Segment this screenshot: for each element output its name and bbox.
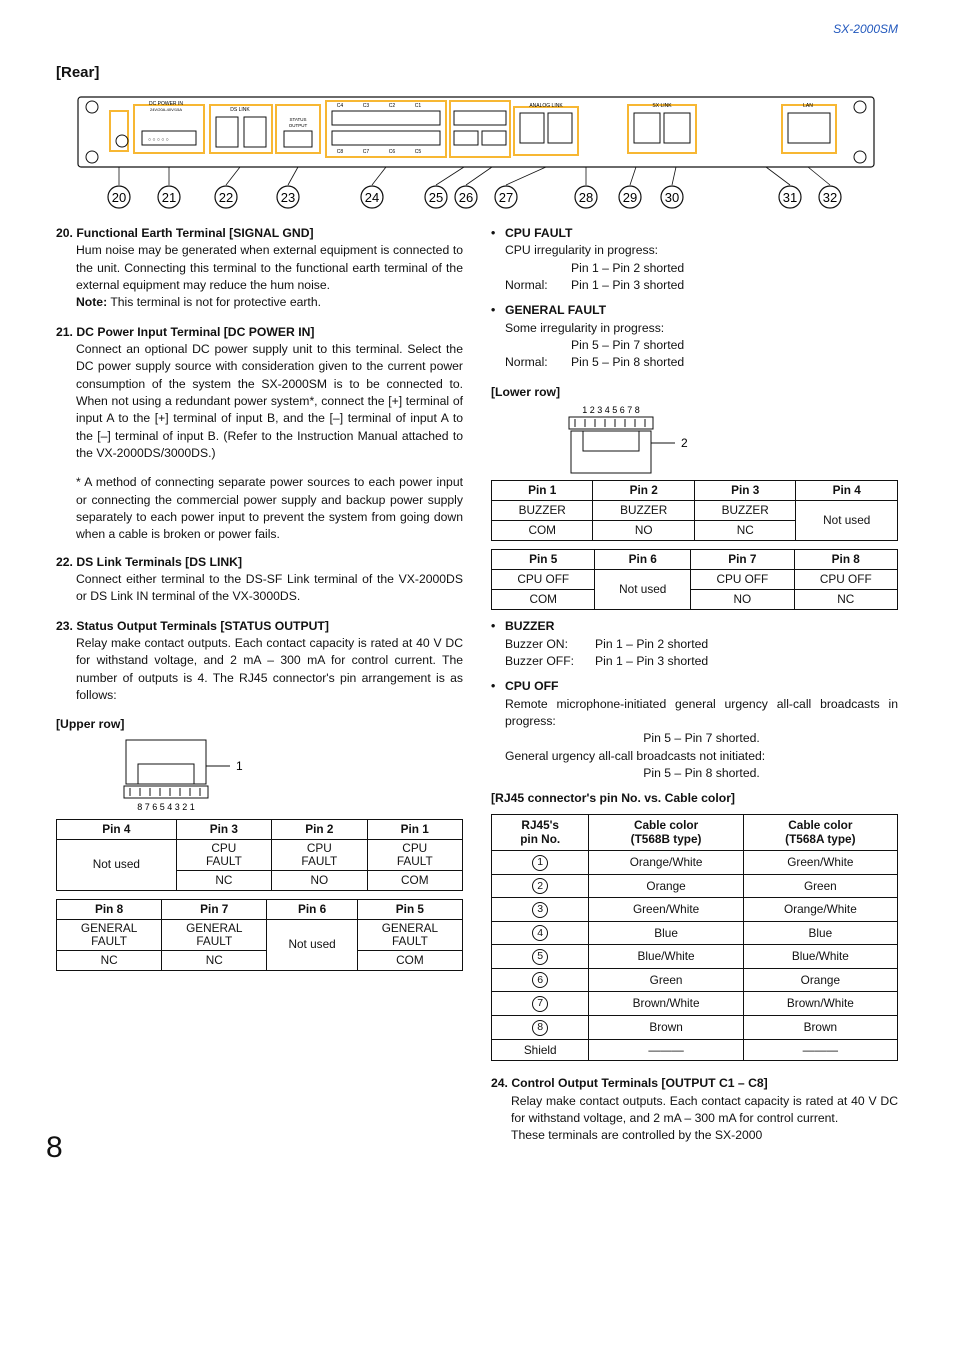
- buzzer-block: • BUZZER Buzzer ON:Pin 1 – Pin 2 shorted…: [491, 618, 898, 670]
- item-23-head: 23. Status Output Terminals [STATUS OUTP…: [56, 618, 463, 635]
- svg-text:LAN: LAN: [803, 103, 813, 109]
- upper-table-1: Pin 4Pin 3Pin 2Pin 1 Not used CPUFAULT C…: [56, 819, 463, 891]
- right-column: • CPU FAULT CPU irregularity in progress…: [491, 225, 898, 1157]
- item-22-body: Connect either terminal to the DS-SF Lin…: [76, 571, 463, 606]
- item-22: 22. DS Link Terminals [DS LINK] Connect …: [56, 554, 463, 606]
- lower-row-label: [Lower row]: [491, 384, 898, 401]
- left-column: 20. Functional Earth Terminal [SIGNAL GN…: [56, 225, 463, 1157]
- svg-text:26: 26: [459, 190, 473, 205]
- lower-table-2: Pin 5Pin 6Pin 7Pin 8 CPU OFFNot usedCPU …: [491, 549, 898, 610]
- cpu-fault-block: • CPU FAULT CPU irregularity in progress…: [491, 225, 898, 294]
- svg-text:C1: C1: [415, 103, 422, 109]
- item-24-head: 24. Control Output Terminals [OUTPUT C1 …: [491, 1075, 898, 1092]
- general-fault-title: GENERAL FAULT: [505, 303, 606, 317]
- upper-diag-num: 1: [236, 759, 243, 773]
- svg-text:C3: C3: [363, 103, 370, 109]
- svg-text:C4: C4: [337, 103, 344, 109]
- svg-text:2: 2: [681, 436, 688, 450]
- svg-text:○ ○ ○ ○ ○: ○ ○ ○ ○ ○: [148, 137, 169, 143]
- svg-text:ANALOG LINK: ANALOG LINK: [529, 103, 563, 109]
- item-23: 23. Status Output Terminals [STATUS OUTP…: [56, 618, 463, 705]
- cpu-off-block: • CPU OFF Remote microphone-initiated ge…: [491, 678, 898, 782]
- svg-text:24V/20A-40V/15A: 24V/20A-40V/15A: [150, 107, 182, 112]
- svg-text:21: 21: [162, 190, 176, 205]
- svg-text:C7: C7: [363, 149, 370, 155]
- svg-text:32: 32: [823, 190, 837, 205]
- upper-row-diagram: 1 8 7 6 5 4 3 2 1: [96, 736, 463, 819]
- cpu-fault-title: CPU FAULT: [505, 226, 572, 240]
- upper-table-2: Pin 8Pin 7Pin 6Pin 5 GENERALFAULT GENERA…: [56, 899, 463, 971]
- svg-text:20: 20: [112, 190, 126, 205]
- svg-text:1 2 3 4 5 6 7 8: 1 2 3 4 5 6 7 8: [582, 405, 640, 415]
- svg-text:SX LINK: SX LINK: [652, 103, 672, 109]
- svg-text:24: 24: [365, 190, 379, 205]
- lower-table-1: Pin 1Pin 2Pin 3Pin 4 BUZZERBUZZERBUZZERN…: [491, 480, 898, 541]
- svg-text:OUTPUT: OUTPUT: [289, 123, 308, 128]
- svg-text:28: 28: [579, 190, 593, 205]
- page-number: 8: [46, 1131, 63, 1165]
- model-label: SX-2000SM: [833, 22, 898, 36]
- item-20-body: Hum noise may be generated when external…: [76, 243, 463, 292]
- rear-panel-diagram: DC POWER IN 24V/20A-40V/15A ○ ○ ○ ○ ○ DS…: [76, 91, 898, 211]
- item-21-head: 21. DC Power Input Terminal [DC POWER IN…: [56, 324, 463, 341]
- svg-text:C6: C6: [389, 149, 396, 155]
- rj45-table: RJ45'spin No. Cable color(T568B type) Ca…: [491, 814, 898, 1062]
- upper-pin-seq: 8 7 6 5 4 3 2 1: [137, 802, 195, 812]
- lower-row-diagram: 1 2 3 4 5 6 7 8 2: [541, 403, 898, 480]
- item-21: 21. DC Power Input Terminal [DC POWER IN…: [56, 324, 463, 463]
- svg-text:DS LINK: DS LINK: [230, 107, 250, 113]
- item-21-footnote: * A method of connecting separate power …: [76, 474, 463, 543]
- item-20-note-body: This terminal is not for protective eart…: [107, 295, 321, 309]
- svg-text:27: 27: [499, 190, 513, 205]
- page: SX-2000SM [Rear] DC POWER IN 24V/20A-40V…: [0, 0, 954, 1177]
- general-fault-block: • GENERAL FAULT Some irregularity in pro…: [491, 302, 898, 371]
- svg-text:30: 30: [665, 190, 679, 205]
- item-23-body: Relay make contact outputs. Each contact…: [76, 635, 463, 704]
- rear-heading: [Rear]: [56, 64, 898, 81]
- rj45-title: [RJ45 connector's pin No. vs. Cable colo…: [491, 790, 898, 807]
- item-22-head: 22. DS Link Terminals [DS LINK]: [56, 554, 463, 571]
- item-24: 24. Control Output Terminals [OUTPUT C1 …: [491, 1075, 898, 1144]
- svg-text:C2: C2: [389, 103, 396, 109]
- item-20: 20. Functional Earth Terminal [SIGNAL GN…: [56, 225, 463, 312]
- svg-text:29: 29: [623, 190, 637, 205]
- svg-text:22: 22: [219, 190, 233, 205]
- upper-row-label: [Upper row]: [56, 716, 463, 733]
- svg-text:C8: C8: [337, 149, 344, 155]
- item-21-body: Connect an optional DC power supply unit…: [76, 341, 463, 462]
- item-20-note-label: Note:: [76, 295, 107, 309]
- svg-text:STATUS: STATUS: [289, 117, 306, 122]
- svg-text:C5: C5: [415, 149, 422, 155]
- svg-text:23: 23: [281, 190, 295, 205]
- item-20-head: 20. Functional Earth Terminal [SIGNAL GN…: [56, 225, 463, 242]
- svg-text:31: 31: [783, 190, 797, 205]
- svg-text:25: 25: [429, 190, 443, 205]
